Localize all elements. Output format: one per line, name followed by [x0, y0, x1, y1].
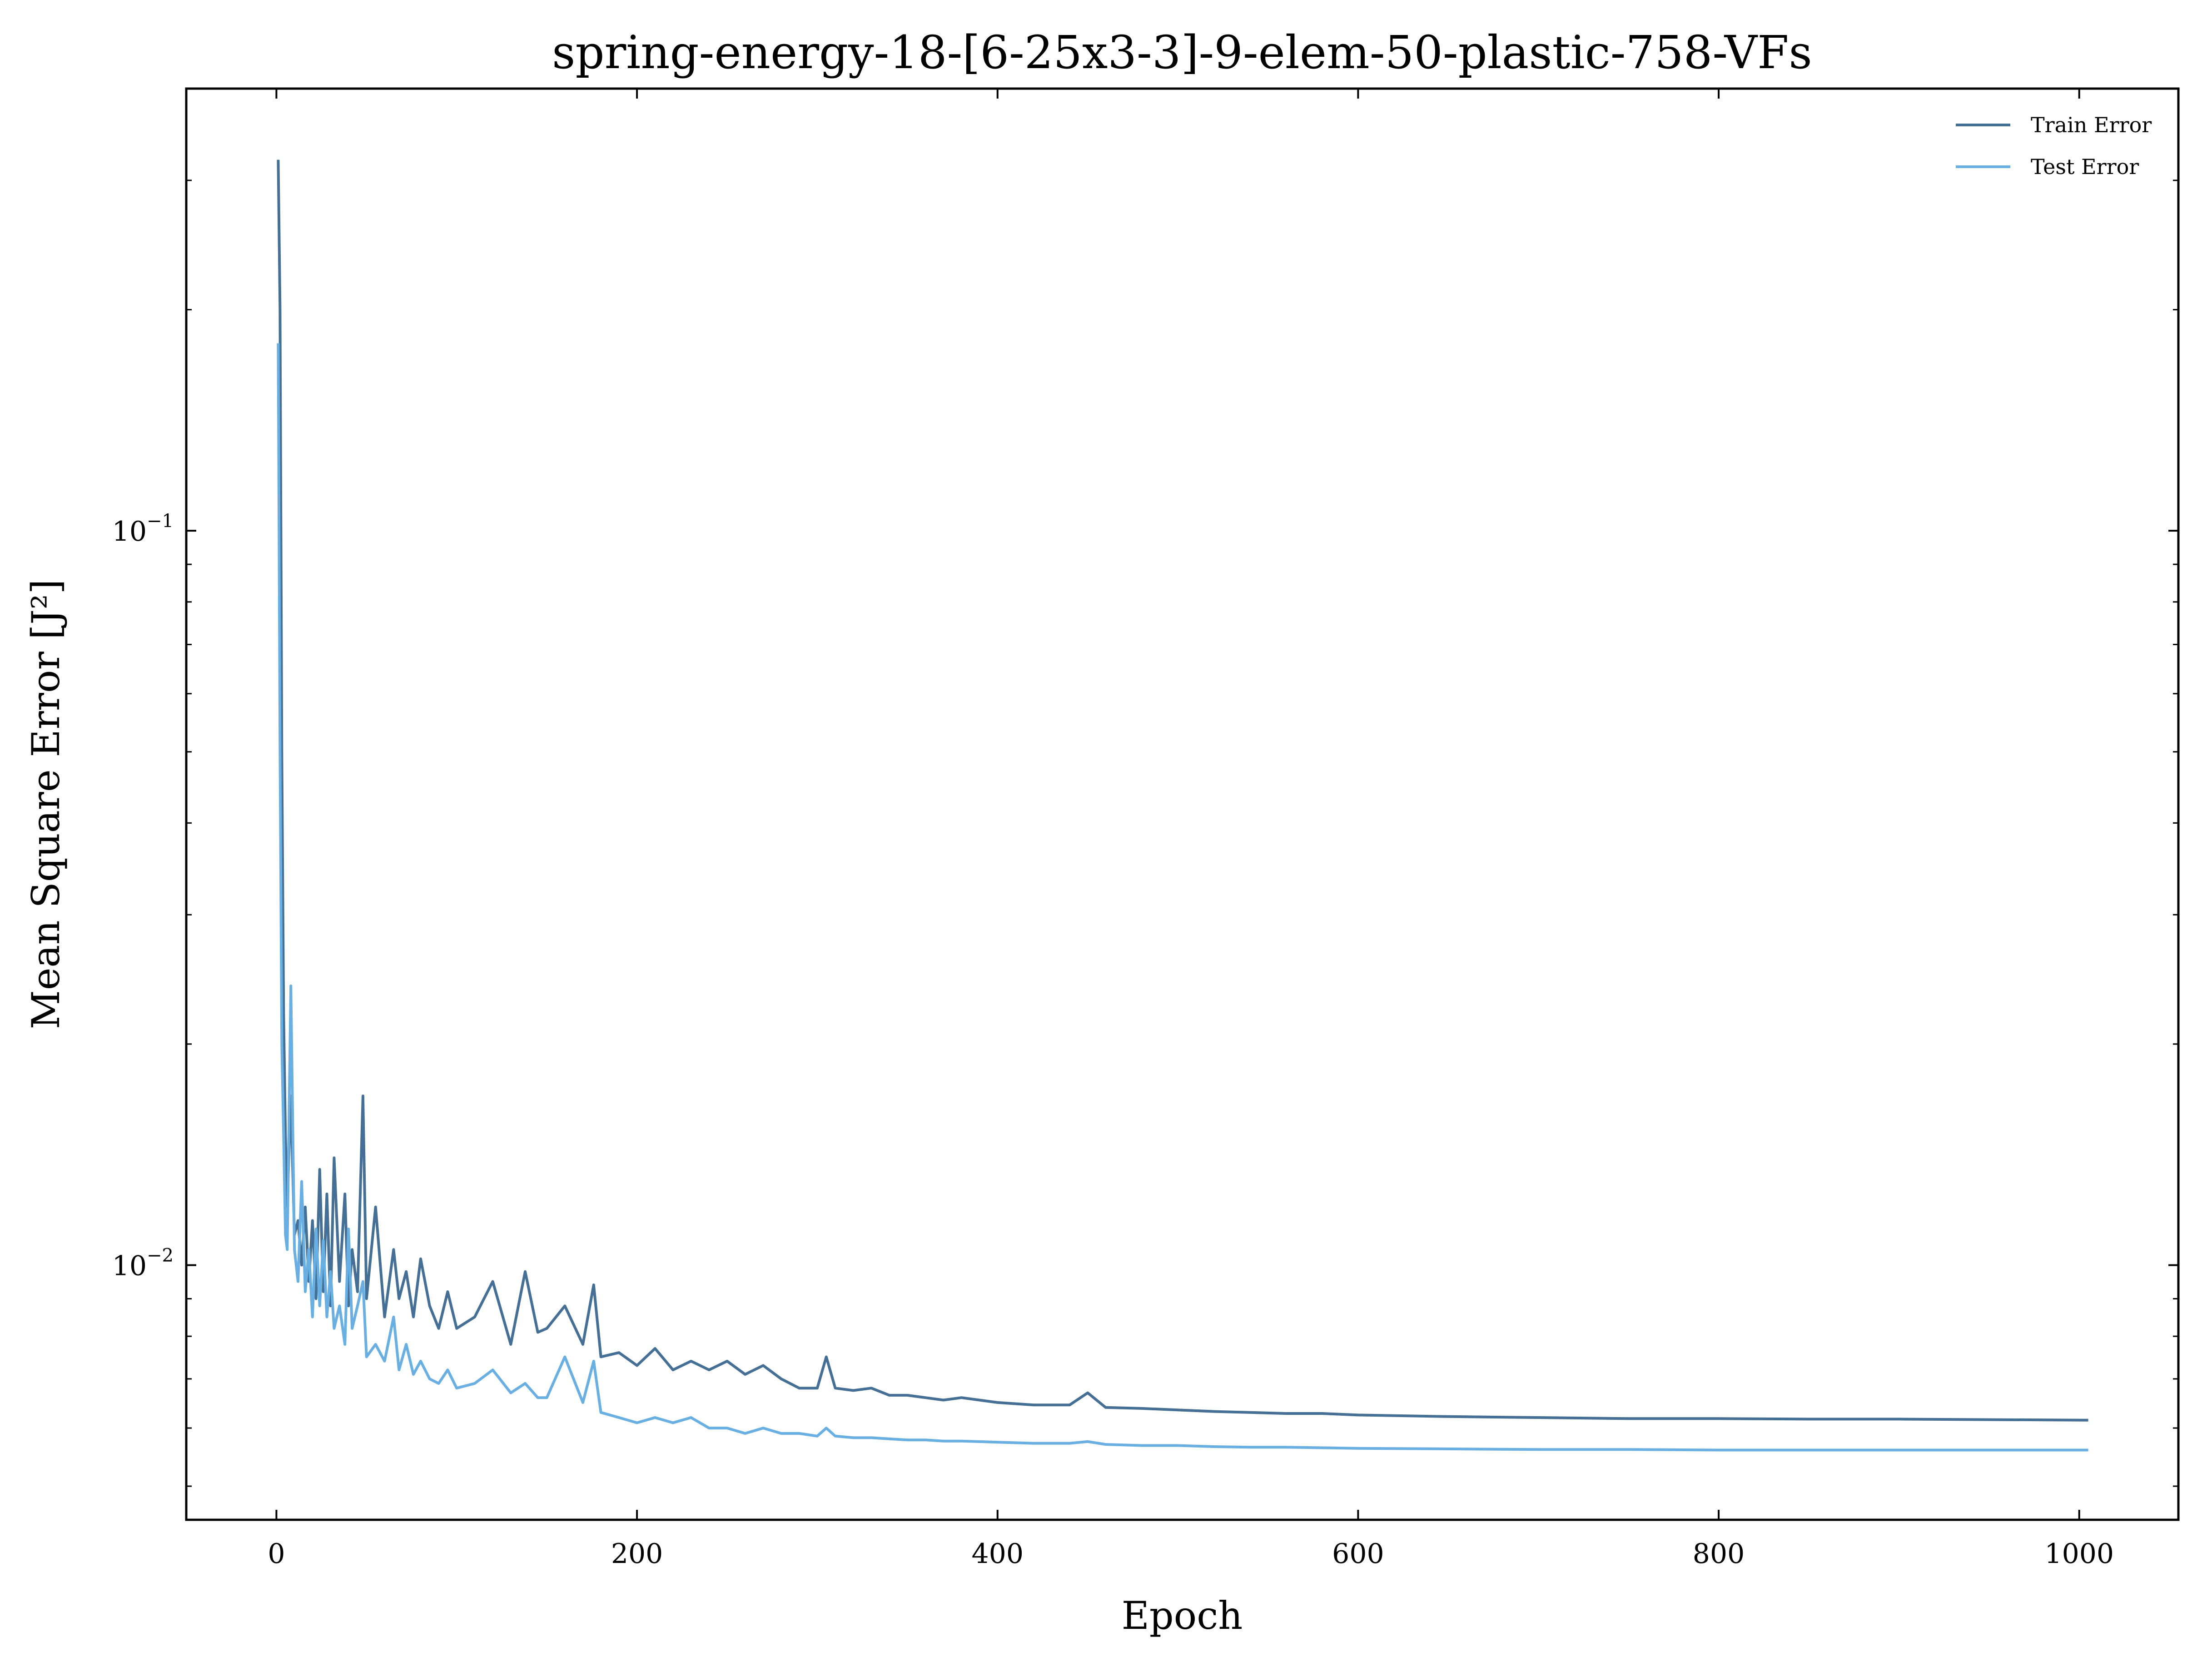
- series-line-test-error: [277, 343, 2088, 1452]
- y-tick-label-exponent: −2: [147, 1245, 174, 1266]
- x-axis-ticks: 0 200 400 600 800 1000: [268, 89, 2114, 1570]
- legend-label: Train Error: [2031, 113, 2152, 137]
- legend: Train Error Test Error: [1956, 113, 2152, 179]
- legend-label: Test Error: [2031, 154, 2139, 179]
- x-tick-label: 0: [268, 1538, 285, 1570]
- y-axis-ticks: 10−110−2: [112, 88, 2178, 1487]
- series-line-train-error: [277, 159, 2088, 1422]
- y-tick-label-exponent: −1: [147, 511, 174, 532]
- x-tick-label: 1000: [2044, 1538, 2114, 1570]
- x-tick-label: 600: [1332, 1538, 1384, 1570]
- chart-title: spring-energy-18-[6-25x3-3]-9-elem-50-pl…: [552, 26, 1812, 79]
- y-tick-label: 10−2: [112, 1245, 174, 1282]
- x-tick-label: 200: [611, 1538, 663, 1570]
- y-tick-label-base: 10: [112, 1250, 147, 1282]
- y-axis-label: Mean Square Error [J²]: [24, 579, 68, 1030]
- y-tick-label: 10−1: [112, 511, 174, 547]
- y-tick-label-base: 10: [112, 516, 147, 547]
- plot-frame: [185, 87, 2180, 1521]
- x-axis-label: Epoch: [1122, 1593, 1243, 1638]
- x-tick-label: 800: [1693, 1538, 1745, 1570]
- series-layer: [277, 159, 2088, 1452]
- x-tick-label: 400: [971, 1538, 1024, 1570]
